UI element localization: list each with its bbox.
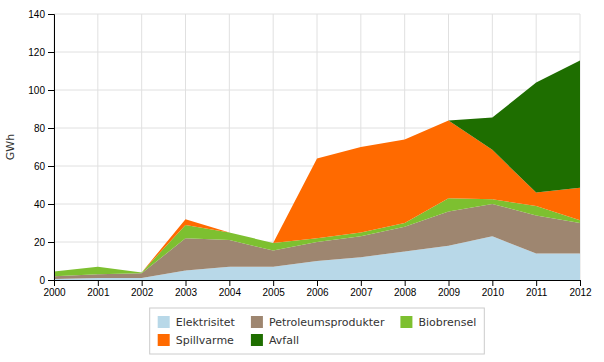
tick-mark bbox=[492, 280, 493, 286]
tick-mark bbox=[361, 280, 362, 286]
legend-label: Biobrensel bbox=[418, 316, 476, 329]
tick: 40 bbox=[34, 199, 54, 210]
tick: 2006 bbox=[306, 280, 329, 298]
tick-label: 20 bbox=[34, 237, 46, 248]
tick: 120 bbox=[28, 47, 54, 58]
tick-mark bbox=[142, 280, 143, 286]
tick-label: 2001 bbox=[87, 287, 110, 298]
tick: 2005 bbox=[263, 280, 286, 298]
grid bbox=[54, 14, 580, 280]
tick: 2000 bbox=[43, 280, 66, 298]
tick-mark bbox=[48, 90, 54, 91]
tick-label: 2005 bbox=[263, 287, 286, 298]
legend-swatch bbox=[400, 316, 412, 328]
tick: 2010 bbox=[482, 280, 505, 298]
marks bbox=[54, 61, 580, 280]
tick-mark bbox=[449, 280, 450, 286]
chart: 2000 2001 2002 2003 2004 2005 2006 2007 2008 2009… bbox=[0, 0, 604, 362]
tick: 20 bbox=[34, 237, 54, 248]
legend-item: Petroleumsprodukter bbox=[251, 316, 385, 329]
tick: 0 bbox=[39, 275, 54, 286]
tick: 140 bbox=[28, 9, 54, 20]
tick-mark bbox=[48, 242, 54, 243]
legend-swatch bbox=[251, 316, 263, 328]
legend-label: Elektrisitet bbox=[176, 316, 236, 329]
tick-label: 2008 bbox=[394, 287, 417, 298]
legend-swatch bbox=[158, 334, 170, 346]
plot: 2000 2001 2002 2003 2004 2005 2006 2007 2008 2009… bbox=[4, 9, 592, 298]
tick-mark bbox=[273, 280, 274, 286]
y-axis: 0 20 40 60 80 100 120 140 bbox=[28, 9, 54, 286]
area bbox=[54, 61, 580, 273]
y-axis-label: GWh bbox=[4, 134, 17, 160]
tick-mark bbox=[48, 14, 54, 15]
tick-mark bbox=[48, 166, 54, 167]
grid-line bbox=[273, 14, 274, 280]
tick-label: 2003 bbox=[175, 287, 198, 298]
x-axis: 2000 2001 2002 2003 2004 2005 2006 2007 2008 2009… bbox=[43, 280, 592, 298]
tick: 2009 bbox=[438, 280, 461, 298]
tick-label: 2012 bbox=[569, 287, 592, 298]
legend-label: Spillvarme bbox=[176, 334, 234, 347]
legend-item: Avfall bbox=[251, 334, 299, 347]
tick: 2003 bbox=[175, 280, 198, 298]
tick: 2001 bbox=[87, 280, 110, 298]
tick-mark bbox=[229, 280, 230, 286]
tick-label: 80 bbox=[34, 123, 46, 134]
tick-mark bbox=[48, 204, 54, 205]
legend: Elektrisitet Petroleumsprodukter Biobrense… bbox=[150, 308, 485, 354]
tick-label: 2007 bbox=[350, 287, 373, 298]
tick-mark bbox=[98, 280, 99, 286]
tick-mark bbox=[405, 280, 406, 286]
legend-swatch bbox=[158, 316, 170, 328]
tick-label: 40 bbox=[34, 199, 46, 210]
legend-item: Spillvarme bbox=[158, 334, 234, 347]
tick: 2002 bbox=[131, 280, 154, 298]
tick: 2004 bbox=[219, 280, 242, 298]
tick: 100 bbox=[28, 85, 54, 96]
tick-mark bbox=[536, 280, 537, 286]
legend-swatch bbox=[251, 334, 263, 346]
tick-label: 2004 bbox=[219, 287, 242, 298]
tick: 2007 bbox=[350, 280, 373, 298]
tick-label: 2006 bbox=[306, 287, 329, 298]
tick: 2008 bbox=[394, 280, 417, 298]
tick-mark bbox=[48, 280, 54, 281]
legend-label: Avfall bbox=[269, 334, 299, 347]
tick-label: 2009 bbox=[438, 287, 461, 298]
tick: 60 bbox=[34, 161, 54, 172]
tick-mark bbox=[317, 280, 318, 286]
tick-mark bbox=[48, 128, 54, 129]
tick-label: 0 bbox=[39, 275, 45, 286]
tick-label: 100 bbox=[28, 85, 45, 96]
tick: 2012 bbox=[569, 280, 592, 298]
tick: 2011 bbox=[526, 280, 548, 298]
tick-label: 2000 bbox=[43, 287, 66, 298]
legend-frame bbox=[150, 308, 485, 354]
legend-label: Petroleumsprodukter bbox=[269, 316, 385, 329]
tick-mark bbox=[48, 52, 54, 53]
axis-line bbox=[55, 281, 581, 287]
tick-label: 2010 bbox=[482, 287, 505, 298]
tick: 80 bbox=[34, 123, 54, 134]
tick-label: 2002 bbox=[131, 287, 154, 298]
legend-item: Biobrensel bbox=[400, 316, 476, 329]
tick-label: 120 bbox=[28, 47, 45, 58]
tick-label: 140 bbox=[28, 9, 45, 20]
tick-mark bbox=[580, 280, 581, 286]
grid-line bbox=[141, 14, 142, 280]
legend-item: Elektrisitet bbox=[158, 316, 236, 329]
tick-mark bbox=[186, 280, 187, 286]
grid-line bbox=[97, 14, 98, 280]
tick-label: 2011 bbox=[526, 287, 548, 298]
axis-line bbox=[48, 15, 55, 281]
tick-label: 60 bbox=[34, 161, 46, 172]
